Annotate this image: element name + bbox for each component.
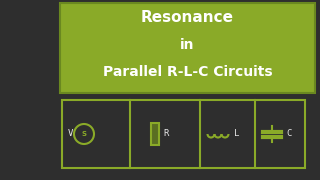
Text: S: S [82, 131, 86, 137]
Text: L: L [234, 129, 239, 138]
Text: R: R [163, 129, 169, 138]
Text: Parallel R-L-C Circuits: Parallel R-L-C Circuits [103, 65, 272, 79]
Text: V: V [67, 129, 73, 138]
Bar [62, 100, 305, 168]
Text: C: C [286, 129, 292, 138]
Circle shape [74, 124, 94, 144]
Text: Resonance: Resonance [141, 10, 234, 26]
Bar [60, 3, 315, 93]
Text: in: in [180, 38, 195, 52]
Bar [151, 123, 159, 145]
